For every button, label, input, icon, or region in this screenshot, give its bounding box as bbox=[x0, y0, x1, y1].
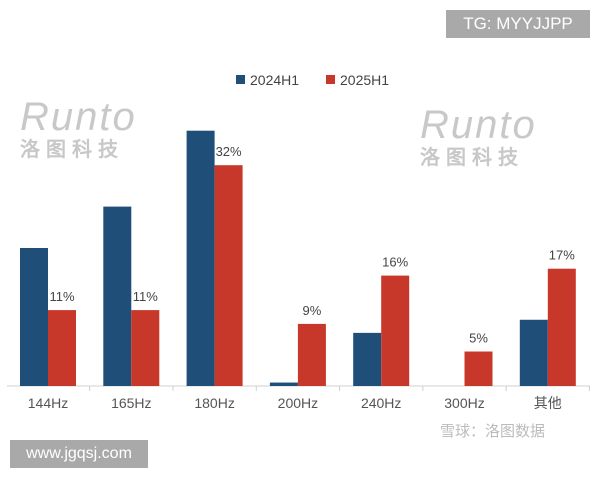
watermark-runto-left: Runto 洛图科技 bbox=[20, 96, 137, 162]
bar-2024H1 bbox=[269, 382, 298, 386]
watermark-brand-cn: 洛图科技 bbox=[420, 147, 524, 169]
tg-label: TG: MYYJJPP bbox=[446, 10, 590, 38]
x-tick-label: 300Hz bbox=[444, 395, 484, 411]
bar-2024H1 bbox=[103, 206, 132, 386]
site-label: www.jgqsj.com bbox=[10, 440, 148, 468]
bar-2025H1 bbox=[131, 310, 160, 386]
x-tick-label: 其他 bbox=[534, 395, 562, 411]
watermark-brand: Runto bbox=[420, 103, 537, 147]
bar-2024H1 bbox=[186, 130, 215, 386]
legend-swatch bbox=[236, 75, 245, 84]
x-tick-label: 144Hz bbox=[28, 395, 68, 411]
data-label: 5% bbox=[469, 331, 488, 346]
legend-label: 2025H1 bbox=[340, 72, 389, 88]
bar-2025H1 bbox=[214, 165, 243, 386]
data-label: 32% bbox=[216, 144, 242, 159]
bar-2025H1 bbox=[48, 310, 76, 386]
data-label: 11% bbox=[133, 289, 158, 304]
data-label: 11% bbox=[49, 289, 74, 304]
bar-2025H1 bbox=[464, 351, 493, 386]
legend-label: 2024H1 bbox=[250, 72, 299, 88]
x-tick-label: 200Hz bbox=[278, 395, 318, 411]
watermark-brand: Runto bbox=[20, 95, 137, 139]
watermark-brand-cn: 洛图科技 bbox=[20, 139, 124, 161]
data-label: 16% bbox=[382, 255, 408, 270]
legend-swatch bbox=[326, 75, 335, 84]
watermark-runto-right: Runto 洛图科技 bbox=[420, 104, 537, 170]
bar-2025H1 bbox=[547, 268, 576, 386]
watermark-xueqiu: 雪球：洛图数据 bbox=[440, 423, 546, 440]
data-label: 9% bbox=[303, 303, 322, 318]
bar-2025H1 bbox=[297, 323, 326, 386]
x-tick-label: 180Hz bbox=[194, 395, 234, 411]
bar-2024H1 bbox=[353, 332, 382, 386]
bar-2024H1 bbox=[20, 248, 48, 386]
data-label: 17% bbox=[549, 248, 575, 263]
x-tick-label: 240Hz bbox=[361, 395, 401, 411]
x-tick-label: 165Hz bbox=[111, 395, 151, 411]
bar-2024H1 bbox=[519, 319, 548, 386]
bar-2025H1 bbox=[381, 275, 410, 386]
